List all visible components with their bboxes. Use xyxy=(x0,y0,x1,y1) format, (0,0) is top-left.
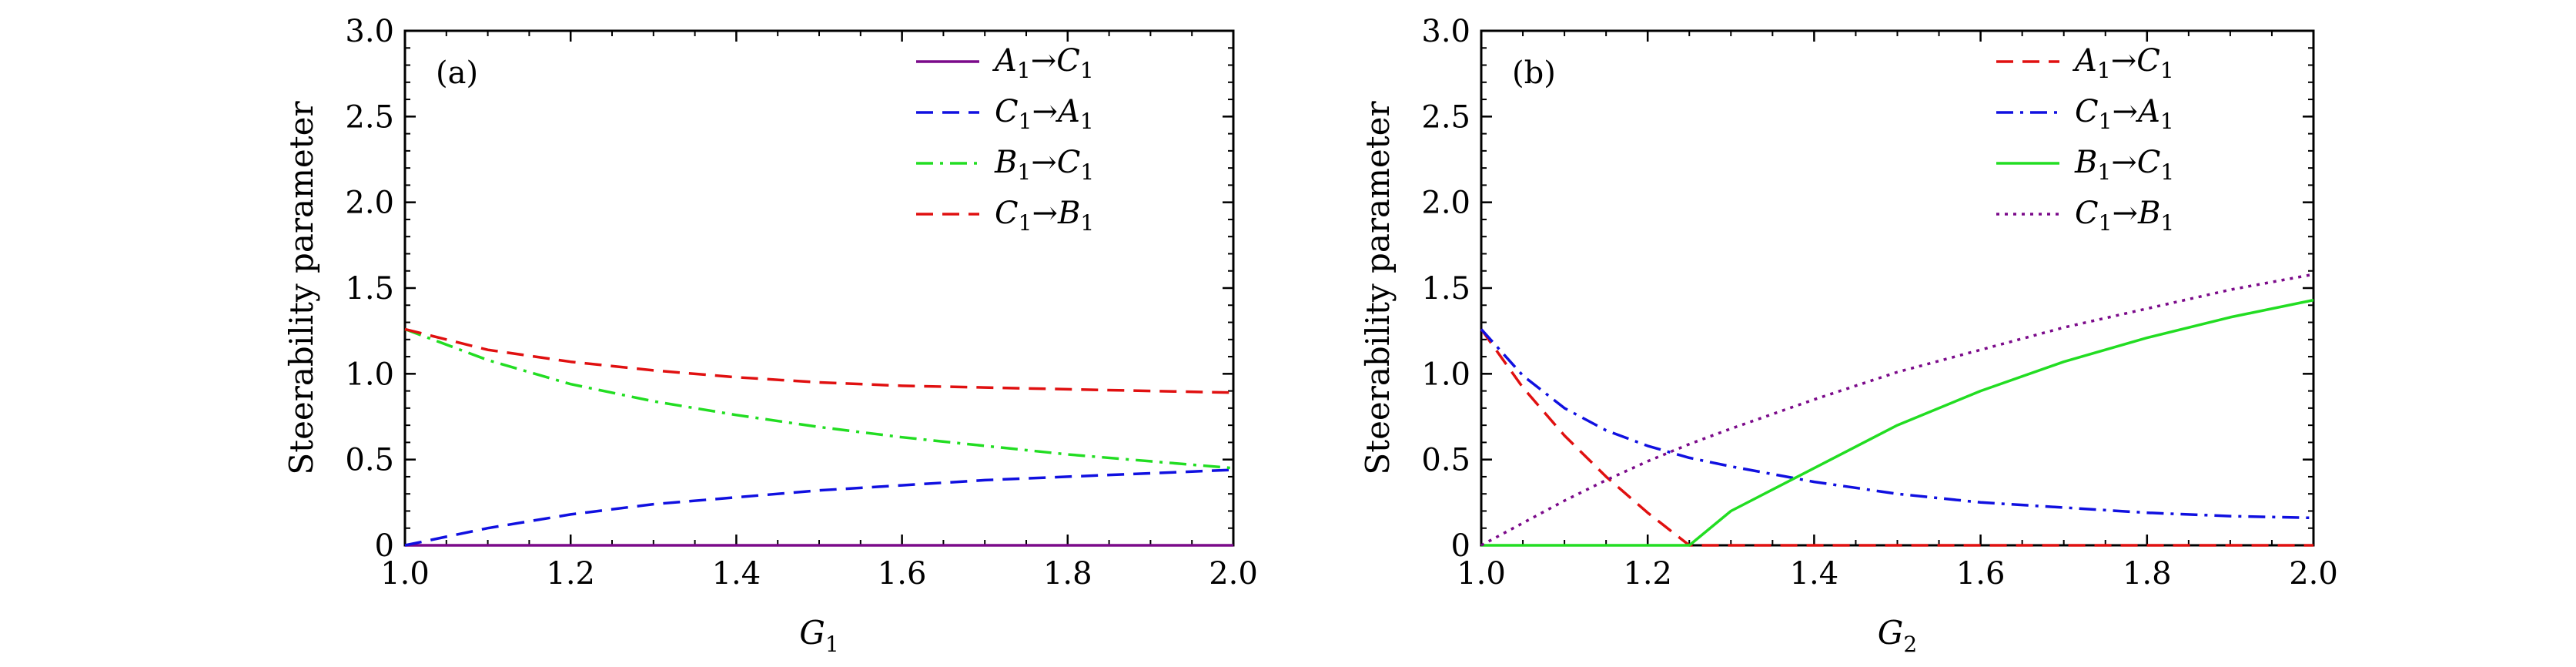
legend-arrow: → xyxy=(1031,145,1057,180)
x-tick-label: 1.0 xyxy=(1457,556,1506,592)
series-line-3 xyxy=(1481,298,2314,547)
y-tick-label: 2.5 xyxy=(1421,99,1470,135)
series-line-4 xyxy=(1480,273,2314,547)
y-tick-label: 1.5 xyxy=(345,271,394,307)
legend-var: A xyxy=(2135,94,2160,129)
panel-b: 1.0 1.2 1.4 1.6 1.8 2.0 0 0.5 1.0 1.5 2.0 2.5 3.0 Ste… xyxy=(1359,14,2338,657)
series-line-1 xyxy=(1480,328,2313,547)
legend-var: A xyxy=(992,43,1017,79)
legend-var: C xyxy=(2075,196,2099,231)
x-axis-label: G1 xyxy=(799,614,838,657)
legend-var: B xyxy=(1057,196,1080,231)
legend-arrow: → xyxy=(2112,196,2138,231)
legend-arrow: → xyxy=(1032,196,1058,231)
x-tick-label: 1.2 xyxy=(1623,556,1672,592)
legend-entry-4: C1→B1 xyxy=(2075,196,2174,236)
series-line-4 xyxy=(404,327,1234,394)
x-tick-label: 1.2 xyxy=(546,556,595,592)
x-axis-label-main: G xyxy=(799,614,825,652)
panel-a: 1.0 1.2 1.4 1.6 1.8 2.0 0 0.5 1.0 1.5 2.0 2.5 3.0 Ste… xyxy=(283,14,1258,657)
x-tick-label: 2.0 xyxy=(2289,556,2338,592)
legend-sub: 1 xyxy=(2160,58,2174,83)
legend-var: B xyxy=(2137,196,2160,231)
x-axis-label-subscript: 1 xyxy=(825,632,839,657)
y-tick-label: 2.0 xyxy=(1421,186,1470,221)
x-tick-label: 1.8 xyxy=(2123,556,2172,592)
y-tick-label: 0 xyxy=(375,528,394,564)
legend-entry-3: B1→C1 xyxy=(994,145,1094,185)
legend-sub: 1 xyxy=(2160,109,2174,134)
y-axis-label: Steerability parameter xyxy=(283,101,320,475)
y-tick-label: 1.0 xyxy=(1421,357,1470,392)
legend-entry-4: C1→B1 xyxy=(995,196,1094,236)
legend-var: C xyxy=(1057,145,1081,180)
x-axis-label-main: G xyxy=(1878,614,1904,652)
panel-label: (b) xyxy=(1512,55,1556,91)
legend-arrow: → xyxy=(2111,145,2137,180)
legend-var: A xyxy=(1055,94,1080,129)
legend-sub: 1 xyxy=(2160,159,2174,185)
y-tick-label: 0.5 xyxy=(345,443,394,478)
legend-sub: 1 xyxy=(1017,58,1031,83)
legend-var: C xyxy=(995,94,1019,129)
legend-var: C xyxy=(2136,43,2160,79)
x-axis-label-subscript: 2 xyxy=(1903,632,1917,657)
legend-sub: 1 xyxy=(1080,210,1094,236)
legend-sub: 1 xyxy=(1080,159,1094,185)
x-tick-label: 1.4 xyxy=(1790,556,1839,592)
y-tick-label: 2.5 xyxy=(345,99,394,135)
series-line-2 xyxy=(404,468,1234,547)
legend-var: B xyxy=(2074,145,2097,180)
legend-entry-1: A1→C1 xyxy=(992,43,1094,83)
y-tick-label: 3.0 xyxy=(345,14,394,49)
legend-var: C xyxy=(995,196,1019,231)
series-line-2 xyxy=(1480,328,2314,520)
legend-arrow: → xyxy=(2111,43,2137,79)
legend-sub: 1 xyxy=(2099,109,2113,134)
x-axis-label: G2 xyxy=(1878,614,1917,657)
y-axis-label: Steerability parameter xyxy=(1359,101,1397,475)
x-tick-label: 1.6 xyxy=(878,556,927,592)
legend-sub: 1 xyxy=(2099,210,2113,236)
legend-entry-1: A1→C1 xyxy=(2072,43,2174,83)
legend-var: C xyxy=(2137,145,2161,180)
legend-sub: 1 xyxy=(1019,109,1032,134)
legend-entry-3: B1→C1 xyxy=(2074,145,2174,185)
y-tick-label: 3.0 xyxy=(1421,14,1470,49)
y-tick-label: 0 xyxy=(1451,528,1470,564)
legend-sub: 1 xyxy=(2160,210,2174,236)
y-tick-label: 2.0 xyxy=(345,186,394,221)
legend-sub: 1 xyxy=(2097,58,2111,83)
legend-arrow: → xyxy=(1032,94,1058,129)
legend-var: C xyxy=(1056,43,1080,79)
legend-entry-2: C1→A1 xyxy=(2075,94,2174,134)
y-tick-label: 1.0 xyxy=(345,357,394,392)
x-tick-label: 2.0 xyxy=(1209,556,1258,592)
legend-var: B xyxy=(994,145,1017,180)
legend-arrow: → xyxy=(1031,43,1057,79)
legend-var: C xyxy=(2075,94,2099,129)
y-tick-label: 0.5 xyxy=(1421,443,1470,478)
plot-frame xyxy=(403,29,1235,547)
y-tick-label: 1.5 xyxy=(1421,271,1470,307)
legend-arrow: → xyxy=(2112,94,2138,129)
panel-label: (a) xyxy=(436,55,478,91)
legend-entry-2: C1→A1 xyxy=(995,94,1094,134)
legend-sub: 1 xyxy=(1017,159,1031,185)
x-tick-label: 1.0 xyxy=(380,556,430,592)
x-tick-label: 1.6 xyxy=(1956,556,2006,592)
x-tick-label: 1.4 xyxy=(712,556,761,592)
legend-sub: 1 xyxy=(1080,58,1094,83)
legend-var: A xyxy=(2072,43,2097,79)
legend-sub: 1 xyxy=(1019,210,1032,236)
series-line-3 xyxy=(404,327,1234,470)
plot-frame xyxy=(1480,29,2315,547)
legend-sub: 1 xyxy=(2097,159,2111,185)
x-tick-label: 1.8 xyxy=(1043,556,1092,592)
legend-sub: 1 xyxy=(1080,109,1094,134)
